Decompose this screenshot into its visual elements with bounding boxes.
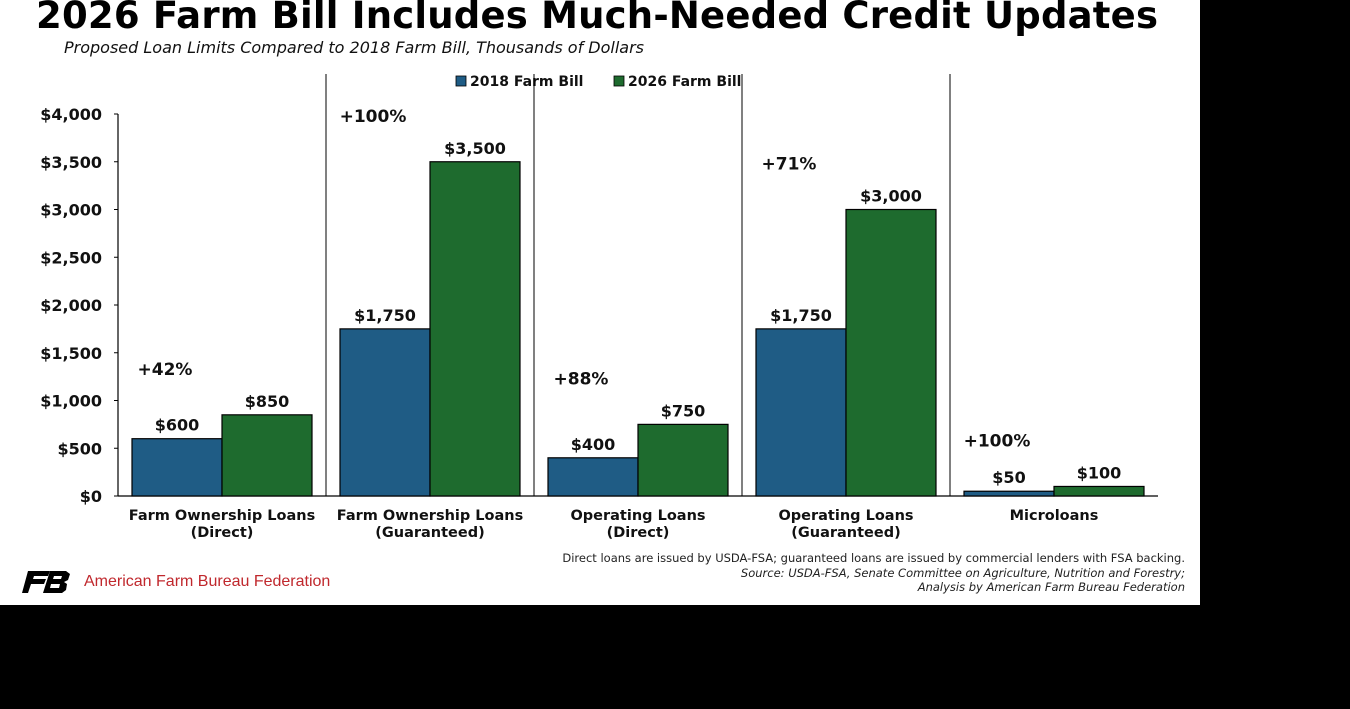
- change-label: +71%: [762, 155, 817, 175]
- bar-2018: [131, 438, 223, 497]
- y-tick-label: $2,500: [40, 248, 102, 267]
- y-tick-label: $500: [57, 439, 102, 458]
- change-label: +88%: [554, 369, 609, 389]
- legend-label-0: 2018 Farm Bill: [470, 74, 583, 90]
- y-tick-label: $2,000: [40, 296, 102, 315]
- chart-title: 2026 Farm Bill Includes Much-Needed Cred…: [36, 0, 1159, 37]
- y-tick-label: $3,500: [40, 153, 102, 172]
- bar-2026: [845, 208, 937, 497]
- legend-swatch-1: [613, 75, 625, 87]
- x-tick-label: (Guaranteed): [375, 525, 485, 541]
- x-tick-label: Farm Ownership Loans: [129, 508, 315, 524]
- x-tick-label: (Direct): [191, 525, 254, 541]
- bar-chart: 2018 Farm Bill 2026 Farm Bill $0 $500 $1,000…: [40, 74, 1158, 541]
- bar-2018: [547, 457, 639, 497]
- organization-name: American Farm Bureau Federation: [84, 573, 331, 590]
- footnote-note: Direct loans are issued by USDA-FSA; gua…: [562, 551, 1185, 565]
- legend-swatch-0: [455, 75, 467, 87]
- change-label: +100%: [964, 431, 1031, 451]
- data-label-2026: $750: [661, 401, 706, 420]
- data-label-2018: $1,750: [770, 306, 832, 325]
- footnote-source: Source: USDA-FSA, Senate Committee on Ag…: [740, 565, 1185, 580]
- chart-subtitle: Proposed Loan Limits Compared to 2018 Fa…: [64, 38, 644, 57]
- y-tick-label: $1,000: [40, 392, 102, 411]
- bar-2018: [755, 328, 847, 497]
- x-tick-label: Microloans: [1010, 508, 1099, 524]
- y-tick-label: $3,000: [40, 201, 102, 220]
- x-tick-label: (Guaranteed): [791, 525, 901, 541]
- x-tick-label: Farm Ownership Loans: [337, 508, 523, 524]
- data-label-2026: $100: [1077, 463, 1122, 482]
- data-label-2018: $600: [155, 416, 200, 435]
- legend-label-1: 2026 Farm Bill: [628, 74, 741, 90]
- footnote: Direct loans are issued by USDA-FSA; gua…: [562, 551, 1185, 595]
- data-label-2026: $3,000: [860, 187, 922, 206]
- data-label-2018: $400: [571, 435, 616, 454]
- afbf-logo: American Farm Bureau Federation: [22, 570, 330, 594]
- change-label: +100%: [340, 107, 407, 127]
- data-label-2026: $850: [245, 392, 290, 411]
- y-tick-label: $0: [80, 487, 102, 506]
- change-label: +42%: [138, 360, 193, 380]
- footnote-analysis: Analysis by American Farm Bureau Federat…: [917, 580, 1185, 594]
- data-label-2026: $3,500: [444, 139, 506, 158]
- x-tick-label: Operating Loans: [778, 508, 913, 524]
- y-tick-label: $1,500: [40, 344, 102, 363]
- fb-logo-icon: [22, 571, 70, 593]
- bar-2026: [221, 414, 313, 497]
- data-label-2018: $50: [992, 468, 1025, 487]
- y-tick-label: $4,000: [40, 105, 102, 124]
- x-tick-label: Operating Loans: [570, 508, 705, 524]
- x-tick-label: (Direct): [607, 525, 670, 541]
- bar-2018: [963, 490, 1055, 497]
- bar-2026: [429, 161, 521, 497]
- bar-2018: [339, 328, 431, 497]
- data-label-2018: $1,750: [354, 306, 416, 325]
- chart-panel: 2026 Farm Bill Includes Much-Needed Cred…: [0, 0, 1200, 605]
- bar-2026: [1053, 485, 1145, 497]
- bar-2026: [637, 423, 729, 497]
